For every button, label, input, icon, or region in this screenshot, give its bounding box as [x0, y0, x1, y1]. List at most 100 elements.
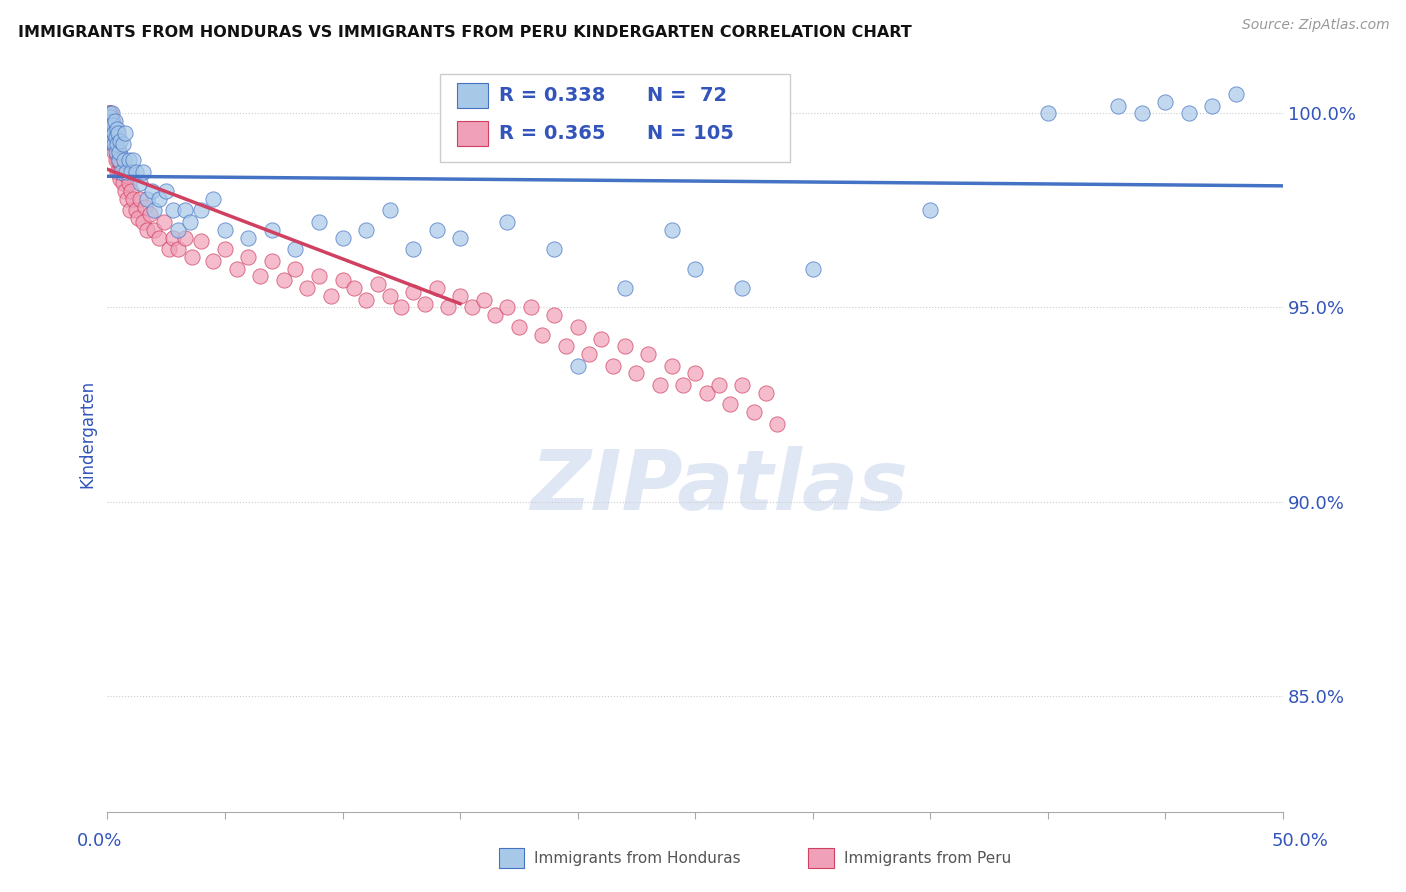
Point	[98, 110, 121, 124]
Point	[284, 261, 307, 276]
Point	[402, 285, 425, 299]
Point	[104, 114, 127, 128]
Point	[107, 164, 129, 178]
Text: ZIPatlas: ZIPatlas	[530, 446, 908, 527]
Point	[174, 203, 197, 218]
Point	[567, 359, 589, 373]
Text: IMMIGRANTS FROM HONDURAS VS IMMIGRANTS FROM PERU KINDERGARTEN CORRELATION CHART: IMMIGRANTS FROM HONDURAS VS IMMIGRANTS F…	[18, 25, 912, 40]
Point	[162, 203, 184, 218]
Point	[742, 405, 765, 419]
Point	[100, 129, 122, 144]
Point	[461, 301, 484, 315]
Point	[129, 192, 152, 206]
Point	[117, 176, 139, 190]
Point	[98, 118, 121, 132]
Point	[648, 378, 671, 392]
Point	[97, 114, 120, 128]
Point	[141, 184, 163, 198]
Point	[111, 176, 134, 190]
Point	[120, 164, 142, 178]
Point	[103, 118, 125, 132]
Point	[591, 331, 613, 345]
Point	[98, 106, 121, 120]
Point	[112, 161, 135, 175]
Point	[124, 164, 146, 178]
Point	[104, 153, 127, 167]
Point	[122, 192, 145, 206]
Text: 0.0%: 0.0%	[77, 831, 122, 849]
Point	[103, 126, 125, 140]
Point	[100, 114, 122, 128]
Point	[578, 347, 600, 361]
Point	[181, 250, 204, 264]
Point	[437, 301, 460, 315]
Point	[496, 301, 519, 315]
Point	[1201, 98, 1223, 112]
Point	[297, 281, 319, 295]
Point	[626, 367, 648, 381]
Point	[143, 203, 166, 218]
Text: Immigrants from Honduras: Immigrants from Honduras	[534, 851, 741, 865]
Point	[683, 367, 706, 381]
Point	[766, 417, 789, 431]
Point	[136, 223, 159, 237]
Point	[225, 261, 247, 276]
Point	[249, 269, 271, 284]
Point	[115, 169, 138, 183]
Point	[108, 145, 131, 160]
Point	[100, 121, 122, 136]
Point	[567, 319, 589, 334]
Point	[707, 378, 730, 392]
Point	[519, 301, 541, 315]
Point	[143, 223, 166, 237]
Point	[167, 223, 190, 237]
Point	[308, 215, 330, 229]
Point	[260, 253, 283, 268]
Text: R = 0.365: R = 0.365	[499, 124, 606, 144]
Point	[554, 339, 576, 353]
Point	[672, 378, 695, 392]
Point	[134, 200, 156, 214]
Text: 50.0%: 50.0%	[1272, 831, 1329, 849]
Point	[425, 223, 447, 237]
Point	[354, 293, 377, 307]
Point	[148, 192, 170, 206]
Point	[238, 230, 260, 244]
Point	[214, 223, 236, 237]
Point	[103, 129, 125, 144]
Point	[117, 153, 139, 167]
Point	[111, 137, 134, 152]
Point	[155, 184, 177, 198]
Point	[508, 319, 530, 334]
Point	[484, 308, 506, 322]
Point	[449, 289, 471, 303]
Y-axis label: Kindergarten: Kindergarten	[79, 379, 96, 488]
Text: Source: ZipAtlas.com: Source: ZipAtlas.com	[1241, 18, 1389, 32]
Point	[179, 215, 201, 229]
Point	[107, 137, 129, 152]
Point	[343, 281, 366, 295]
Point	[731, 281, 754, 295]
Point	[105, 145, 128, 160]
Point	[136, 192, 159, 206]
Text: R = 0.338: R = 0.338	[499, 86, 606, 105]
Text: N =  72: N = 72	[647, 86, 727, 105]
Point	[138, 207, 160, 221]
Point	[472, 293, 495, 307]
Point	[332, 273, 354, 287]
Point	[153, 215, 176, 229]
Point	[103, 121, 125, 136]
Point	[332, 230, 354, 244]
Point	[661, 359, 683, 373]
Point	[112, 153, 135, 167]
Point	[114, 126, 136, 140]
Point	[167, 242, 190, 256]
Point	[531, 327, 554, 342]
Point	[118, 203, 141, 218]
Point	[238, 250, 260, 264]
Point	[107, 153, 129, 167]
Point	[98, 110, 121, 124]
Point	[98, 106, 121, 120]
Point	[110, 157, 132, 171]
Point	[124, 203, 146, 218]
